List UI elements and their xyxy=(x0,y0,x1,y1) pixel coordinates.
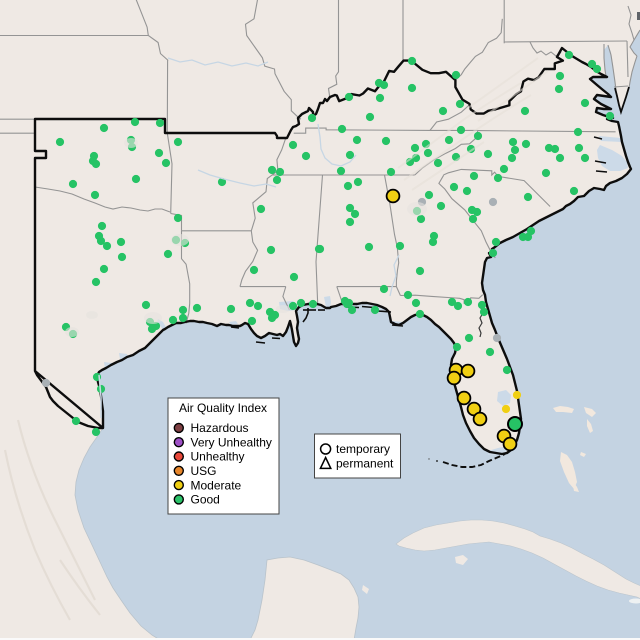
svg-text:Very Unhealthy: Very Unhealthy xyxy=(191,435,272,449)
svg-text:Unhealthy: Unhealthy xyxy=(191,450,245,464)
svg-text:permanent: permanent xyxy=(336,457,394,471)
svg-text:USG: USG xyxy=(191,464,217,478)
svg-text:Hazardous: Hazardous xyxy=(191,421,249,435)
svg-text:Good: Good xyxy=(191,493,220,507)
svg-text:temporary: temporary xyxy=(336,442,390,456)
svg-text:Moderate: Moderate xyxy=(191,478,242,492)
svg-text:Air Quality Index: Air Quality Index xyxy=(179,401,267,415)
